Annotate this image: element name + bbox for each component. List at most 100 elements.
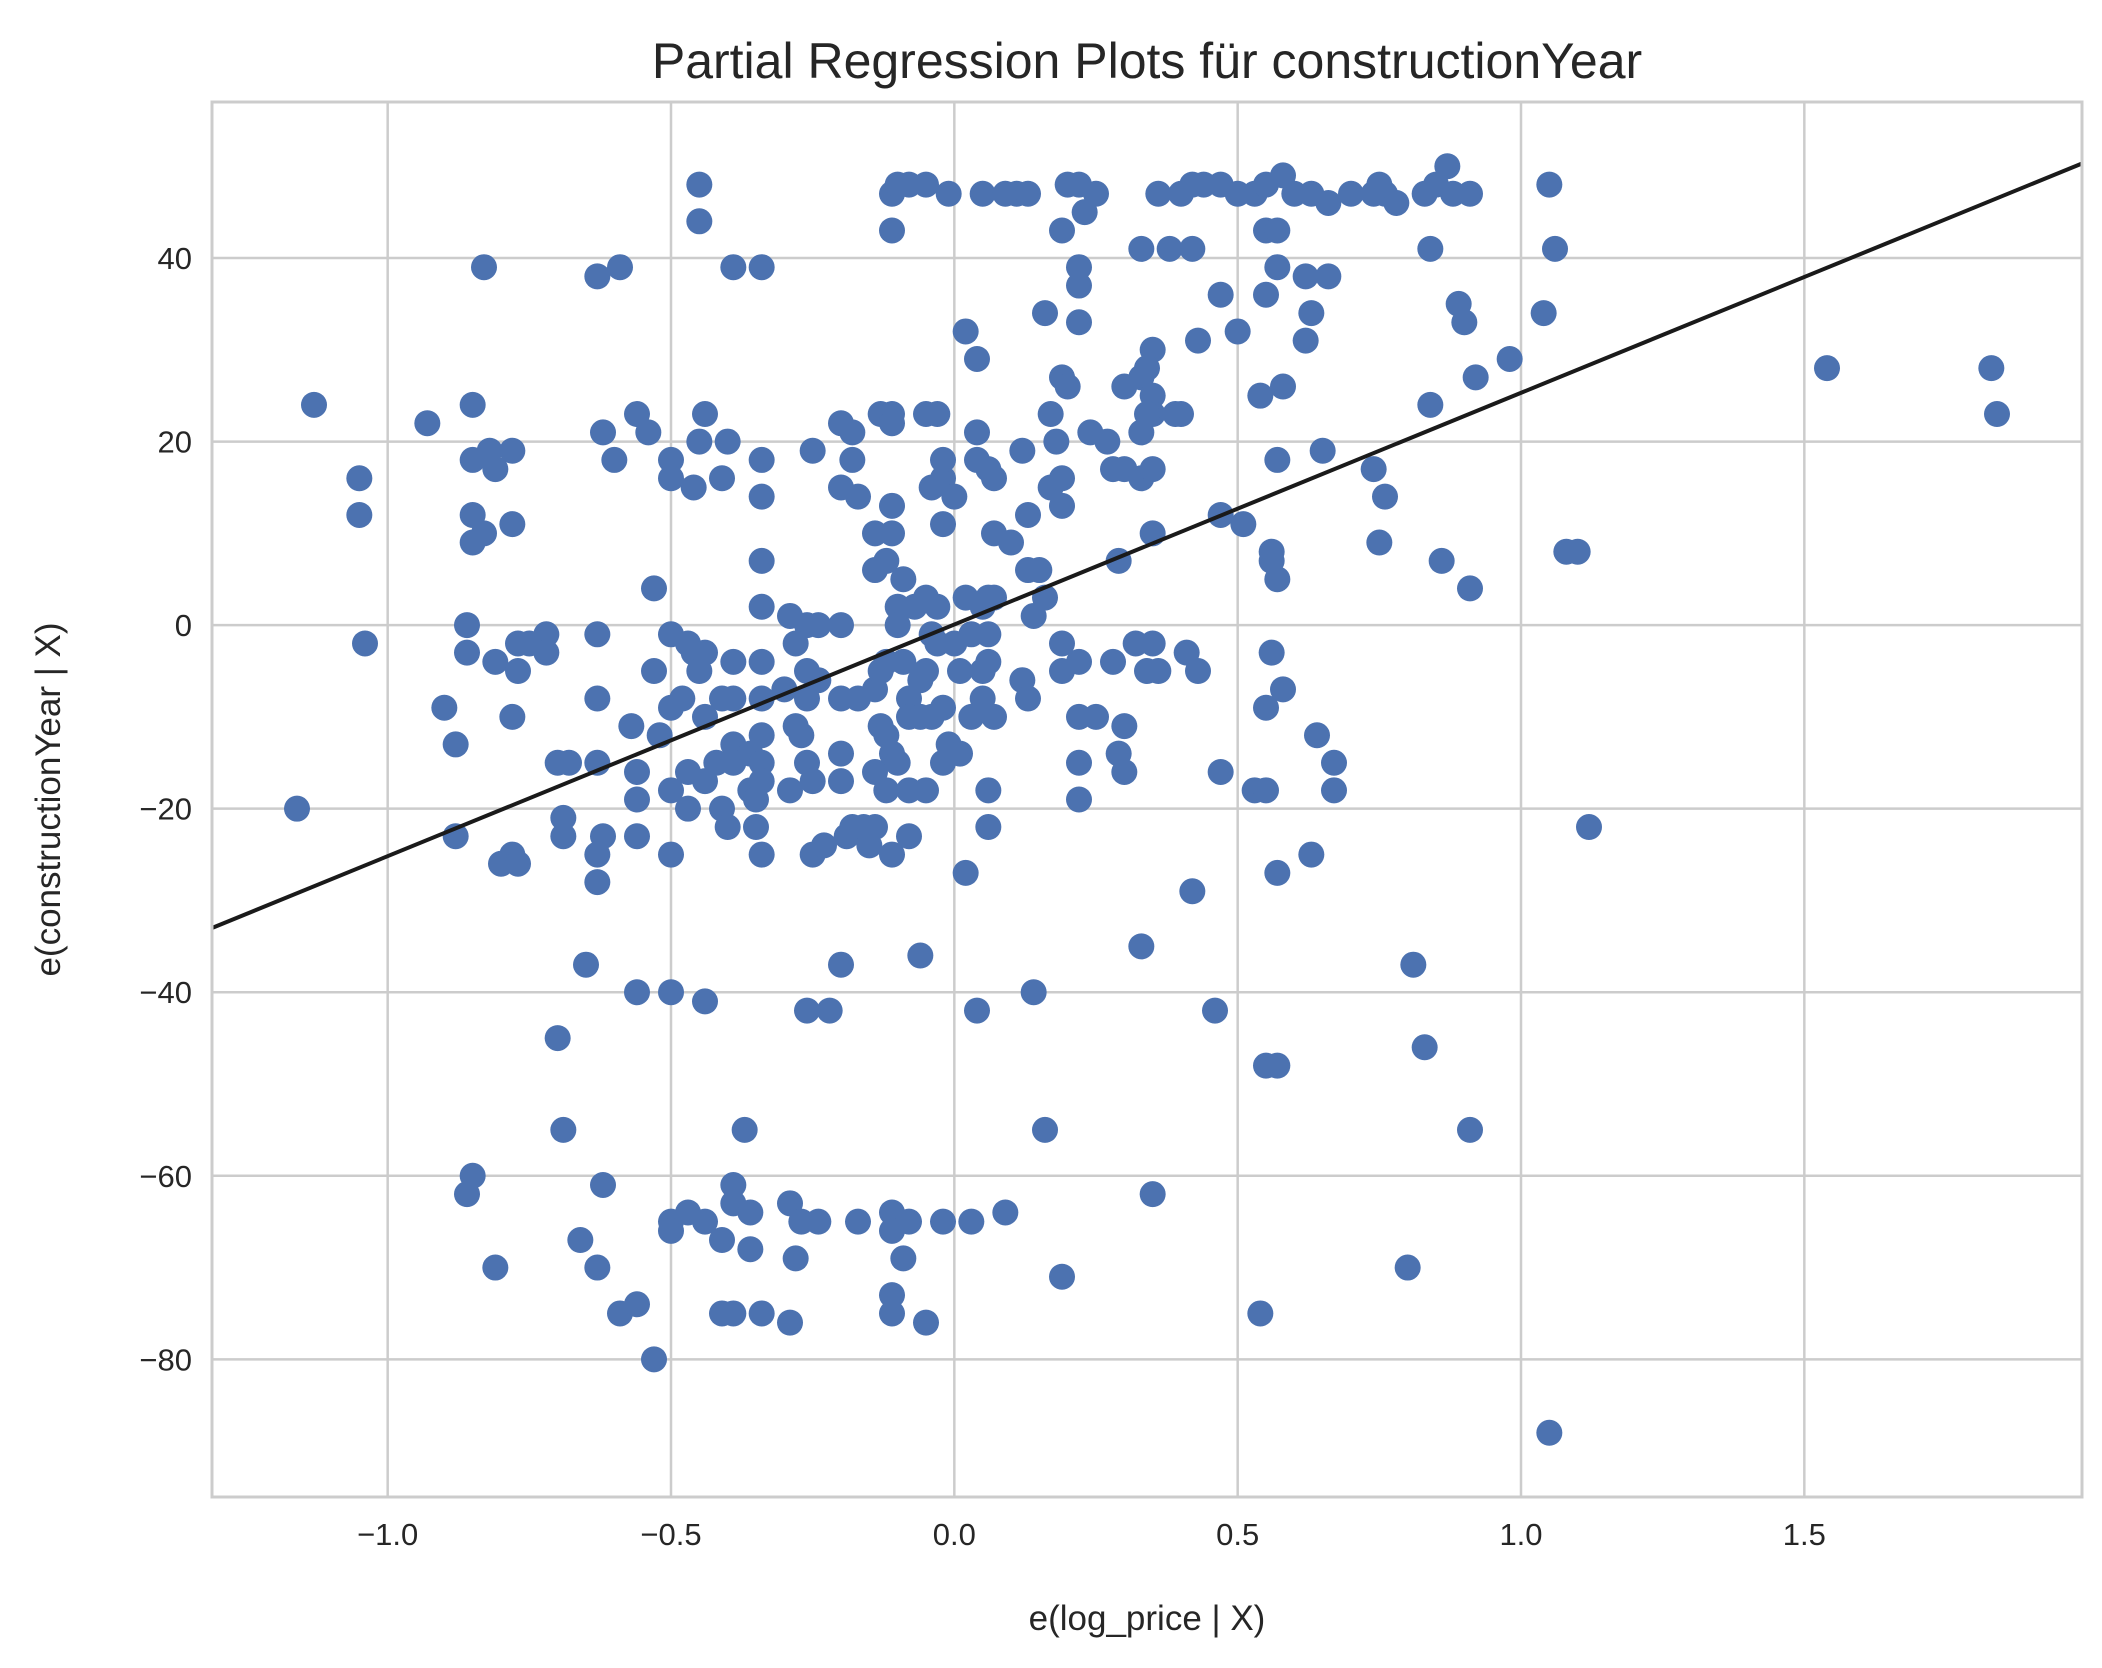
scatter-point (584, 869, 611, 896)
scatter-point (930, 511, 956, 538)
scatter-point (618, 713, 645, 740)
scatter-point (1394, 1254, 1421, 1281)
scatter-point (505, 658, 531, 685)
scatter-point (1145, 658, 1172, 685)
scatter-point (624, 758, 650, 785)
scatter-point (1372, 483, 1398, 510)
y-tick-label: −80 (139, 1342, 192, 1377)
scatter-point (782, 1245, 809, 1272)
scatter-point (1576, 814, 1602, 841)
scatter-point (930, 694, 956, 721)
scatter-point (550, 823, 577, 850)
x-tick-label: 0.0 (933, 1517, 976, 1552)
scatter-point (1264, 446, 1291, 473)
scatter-point (1049, 1263, 1075, 1290)
scatter-point (720, 648, 747, 675)
scatter-point (720, 254, 747, 281)
scatter-point (1247, 1300, 1274, 1327)
scatter-point (1185, 327, 1211, 354)
scatter-point (1015, 501, 1041, 528)
scatter-point (1978, 355, 2005, 382)
scatter-point (1258, 538, 1285, 565)
y-tick-label: 0 (175, 608, 192, 643)
scatter-point (828, 740, 854, 767)
scatter-point (1321, 777, 1347, 804)
scatter-point (879, 217, 905, 244)
scatter-point (964, 345, 990, 372)
scatter-point (952, 318, 979, 345)
regression-fit-line (211, 161, 2083, 930)
y-tick-label: −60 (139, 1159, 192, 1194)
scatter-point (1071, 199, 1098, 226)
scatter-point (1462, 364, 1489, 391)
scatter-point (346, 465, 373, 492)
scatter-point (1258, 639, 1285, 666)
scatter-point (805, 612, 832, 639)
scatter-point (748, 254, 775, 281)
scatter-point (1207, 281, 1234, 308)
scatter-point (890, 648, 917, 675)
scatter-point (550, 804, 577, 831)
scatter-point (1094, 428, 1121, 455)
scatter-point (805, 1208, 832, 1235)
scatter-point (1253, 281, 1279, 308)
scatter-point (1066, 272, 1092, 299)
scatter-point (981, 465, 1007, 492)
scatter-point (975, 648, 1002, 675)
scatter-point (1049, 465, 1075, 492)
scatter-point (1270, 373, 1296, 400)
scatter-point (1202, 997, 1228, 1024)
scatter-point (1230, 511, 1257, 538)
scatter-point (816, 997, 843, 1024)
scatter-point (658, 979, 684, 1006)
scatter-point (1134, 355, 1160, 382)
scatter-point (1032, 1116, 1058, 1143)
scatter-point (1224, 318, 1251, 345)
scatter-point (1066, 254, 1092, 281)
scatter-point (1457, 180, 1483, 207)
scatter-point (1083, 703, 1109, 730)
scatter-point (924, 593, 951, 620)
scatter-point (1309, 437, 1336, 464)
scatter-point (709, 465, 735, 492)
scatter-point (924, 401, 951, 428)
scatter-point (896, 1208, 922, 1235)
scatter-point (482, 1254, 509, 1281)
scatter-point (1066, 749, 1092, 776)
scatter-point (301, 391, 327, 418)
scatter-point (1264, 217, 1291, 244)
scatter-point (533, 639, 560, 666)
scatter-point (692, 988, 718, 1015)
scatter-point (981, 520, 1007, 547)
scatter-point (1417, 235, 1444, 262)
scatter-point (658, 777, 684, 804)
scatter-point (692, 1208, 718, 1235)
scatter-point (1179, 878, 1206, 905)
scatter-point (1156, 235, 1183, 262)
scatter-point (499, 437, 526, 464)
scatter-point (1253, 694, 1279, 721)
scatter-point (1360, 456, 1387, 483)
scatter-point (1530, 300, 1557, 327)
scatter-point (884, 612, 911, 639)
scatter-point (737, 1236, 764, 1263)
scatter-point (635, 419, 662, 446)
scatter-point (284, 795, 310, 822)
scatter-point (748, 1300, 775, 1327)
scatter-point (1111, 713, 1138, 740)
scatter-point (454, 1181, 480, 1208)
scatter-point (890, 566, 917, 593)
scatter-point (1134, 401, 1160, 428)
scatter-point (879, 492, 905, 519)
scatter-point (550, 1116, 577, 1143)
scatter-point (658, 841, 684, 868)
scatter-point (1145, 180, 1172, 207)
x-tick-label: 0.5 (1216, 1517, 1259, 1552)
scatter-point (686, 208, 713, 235)
scatter-point (1338, 180, 1364, 207)
scatter-point (1411, 1034, 1438, 1061)
scatter-point (828, 768, 854, 795)
scatter-point (1179, 235, 1206, 262)
scatter-point (811, 832, 837, 859)
